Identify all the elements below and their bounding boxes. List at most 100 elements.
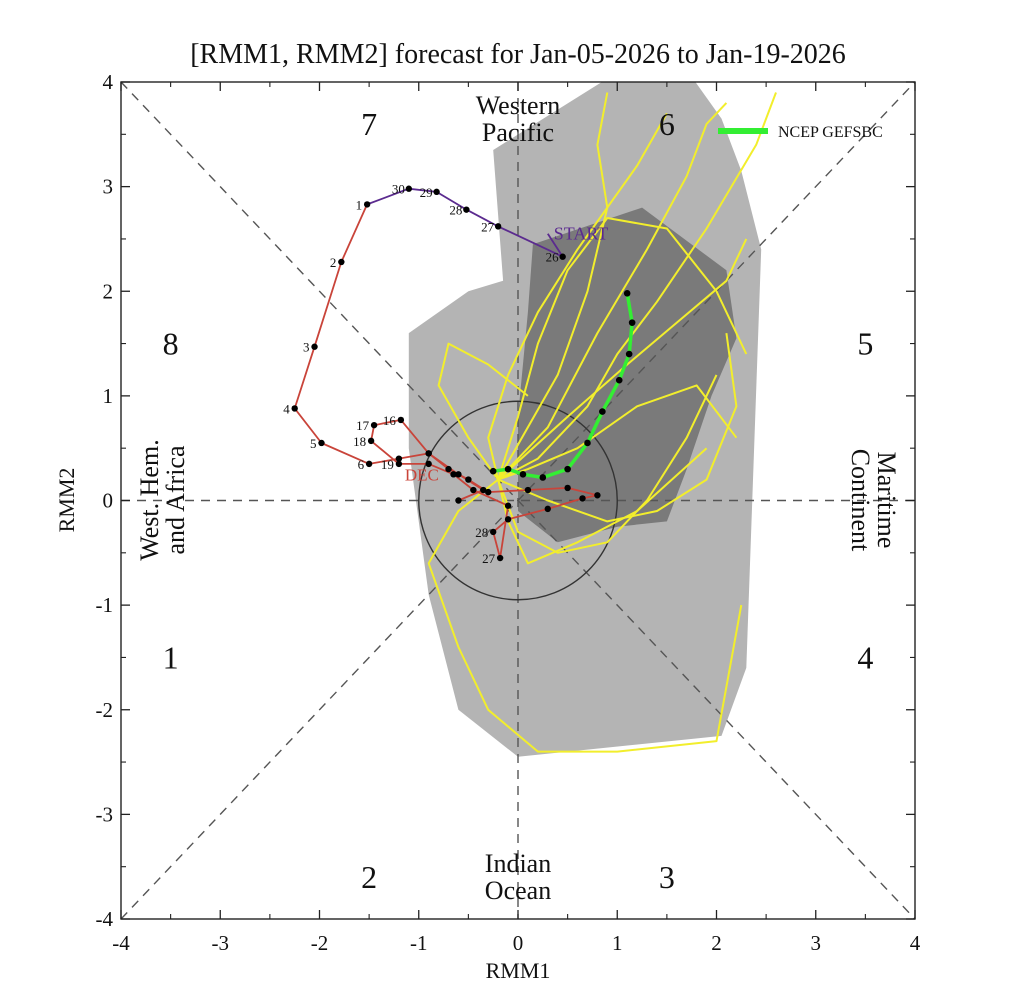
forecast-point bbox=[489, 467, 497, 475]
dec-label: DEC bbox=[405, 466, 439, 485]
phase-label: 1 bbox=[163, 639, 179, 675]
region-label-left: West. Hem. bbox=[135, 439, 164, 560]
observed-point bbox=[594, 492, 601, 499]
observed-point bbox=[370, 421, 378, 429]
observed-point bbox=[463, 206, 470, 213]
y-tick-label: 4 bbox=[103, 70, 114, 94]
observed-point bbox=[338, 258, 345, 266]
forecast-point bbox=[623, 290, 631, 297]
phase-label: 4 bbox=[857, 639, 873, 675]
day-label: 28 bbox=[475, 525, 488, 540]
observed-point bbox=[445, 465, 452, 473]
observed-point bbox=[318, 439, 325, 447]
ensemble-member-line bbox=[497, 384, 738, 481]
observed-point bbox=[397, 416, 405, 424]
day-label: 26 bbox=[546, 250, 560, 265]
x-tick-label: 1 bbox=[612, 931, 623, 955]
y-tick-label: 2 bbox=[103, 279, 114, 303]
forecast-point bbox=[615, 376, 623, 384]
day-label: 4 bbox=[283, 401, 290, 416]
region-label-bottom: Ocean bbox=[485, 876, 551, 905]
observed-point bbox=[363, 201, 371, 208]
region-label-bottom: Indian bbox=[485, 849, 551, 878]
phase-label: 5 bbox=[857, 326, 873, 362]
ensemble-member-line bbox=[497, 92, 777, 481]
observed-point bbox=[395, 455, 403, 462]
observed-point bbox=[311, 343, 318, 350]
region-label-right: Maritime bbox=[872, 452, 901, 549]
forecast-point bbox=[504, 465, 512, 473]
x-tick-label: 4 bbox=[910, 931, 921, 955]
day-label: 27 bbox=[482, 551, 496, 566]
day-label: 1 bbox=[356, 197, 363, 212]
observed-point bbox=[425, 450, 432, 457]
observed-point bbox=[480, 486, 487, 494]
phase-label: 3 bbox=[659, 859, 675, 895]
observed-point bbox=[496, 554, 504, 562]
region-label-top: Pacific bbox=[482, 118, 554, 147]
y-axis-label: RMM2 bbox=[54, 468, 79, 533]
observed-point bbox=[455, 497, 462, 504]
chart-title: [RMM1, RMM2] forecast for Jan-05-2026 to… bbox=[190, 39, 846, 70]
day-label: 29 bbox=[420, 185, 433, 200]
region-label-left: and Africa bbox=[161, 445, 190, 554]
observed-point bbox=[504, 502, 512, 509]
legend-label: NCEP GEFSBC bbox=[778, 124, 883, 141]
ensemble-member-line bbox=[497, 238, 748, 481]
forecast-point bbox=[584, 439, 591, 447]
day-label: 30 bbox=[392, 182, 405, 197]
phase-label: 6 bbox=[659, 106, 675, 142]
region-label-top: Western bbox=[476, 91, 561, 120]
forecast-point bbox=[599, 408, 606, 415]
y-tick-label: 1 bbox=[103, 384, 114, 408]
day-label: 5 bbox=[310, 436, 317, 451]
observed-point bbox=[465, 476, 472, 483]
y-tick-label: -3 bbox=[96, 802, 114, 826]
forecast-point bbox=[625, 350, 633, 358]
observed-point bbox=[425, 460, 432, 468]
phase-label: 2 bbox=[361, 859, 377, 895]
phase-label: 7 bbox=[361, 106, 377, 142]
y-tick-label: -1 bbox=[96, 593, 114, 617]
y-tick-label: 3 bbox=[103, 175, 114, 199]
observed-point bbox=[544, 505, 551, 513]
ensemble-member-line bbox=[497, 92, 609, 481]
y-tick-label: -2 bbox=[96, 698, 114, 722]
unit-circle bbox=[418, 400, 618, 601]
x-axis-label: RMM1 bbox=[486, 958, 551, 983]
ensemble-member-line bbox=[437, 342, 529, 481]
observed-point bbox=[365, 460, 373, 468]
observed-point bbox=[485, 488, 492, 496]
observed-point bbox=[405, 185, 413, 192]
observed-point bbox=[470, 486, 477, 494]
ensemble-member-line bbox=[497, 374, 718, 554]
day-label: 2 bbox=[330, 255, 337, 270]
forecast-point bbox=[539, 474, 547, 481]
ensemble-range-inner bbox=[518, 207, 737, 543]
ensemble-member-line bbox=[497, 217, 748, 480]
observed-point bbox=[579, 495, 586, 502]
day-label: 17 bbox=[356, 418, 370, 433]
observed-point bbox=[455, 471, 462, 478]
ensemble-range-group bbox=[408, 82, 762, 757]
forecast-point bbox=[564, 465, 571, 473]
day-label: 19 bbox=[381, 457, 394, 472]
forecast-point bbox=[519, 471, 527, 478]
y-tick-label: 0 bbox=[103, 489, 114, 513]
observed-point bbox=[524, 486, 532, 494]
start-label: START bbox=[554, 224, 608, 244]
day-label: 6 bbox=[358, 457, 365, 472]
x-tick-label: 2 bbox=[711, 931, 722, 955]
y-tick-label: -4 bbox=[96, 907, 114, 931]
day-label: 27 bbox=[481, 219, 495, 234]
observed-point bbox=[367, 437, 375, 445]
region-label-right: Continent bbox=[846, 449, 875, 552]
observed-point bbox=[291, 405, 298, 412]
observed-point bbox=[489, 528, 497, 536]
day-label: 16 bbox=[383, 413, 397, 428]
x-tick-label: -1 bbox=[410, 931, 428, 955]
observed-point bbox=[395, 460, 403, 468]
day-label: 28 bbox=[449, 203, 462, 218]
